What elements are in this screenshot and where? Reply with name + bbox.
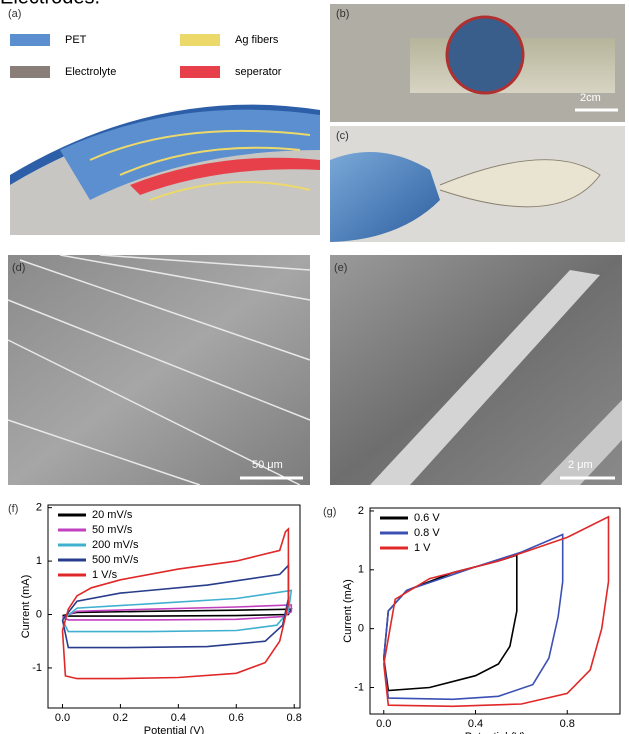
figure: Electrodes. (a) PET Ag fibers Electrolyt… (0, 0, 629, 734)
legend-text: 50 mV/s (92, 524, 133, 536)
legend-text: seperator (235, 66, 282, 78)
legend-swatch (180, 66, 220, 78)
y-axis-label: Current (mA) (342, 579, 354, 643)
legend-text: 0.8 V (414, 527, 440, 539)
x-tick-label: 0.4 (171, 712, 186, 724)
panel-label: (a) (8, 8, 21, 20)
legend-text: Electrolyte (65, 66, 116, 78)
y-tick-label: 2 (358, 505, 364, 517)
y-tick-label: 0 (358, 623, 364, 635)
panel-label: (e) (334, 262, 347, 274)
scale-text: 2cm (580, 92, 601, 104)
panel-label: (f) (8, 503, 18, 515)
legend-text: 1 V (414, 542, 431, 554)
plot-frame (370, 508, 620, 714)
x-tick-label: 0.0 (55, 712, 70, 724)
x-tick-label: 0.4 (468, 718, 483, 730)
y-tick-label: 1 (358, 564, 364, 576)
panel-label: (g) (323, 506, 336, 518)
figure-canvas: Electrodes. (a) PET Ag fibers Electrolyt… (0, 0, 629, 734)
legend-text: 1 V/s (92, 569, 118, 581)
x-tick-label: 0.0 (376, 718, 391, 730)
y-tick-label: -1 (354, 681, 364, 693)
sem-image (8, 255, 310, 485)
legend-swatch (10, 34, 50, 46)
cv-curve (384, 535, 563, 700)
x-tick-label: 0.2 (113, 712, 128, 724)
x-tick-label: 0.8 (560, 718, 575, 730)
panel-label: (b) (336, 8, 349, 20)
y-tick-label: -1 (32, 662, 42, 674)
legend-swatch (180, 34, 220, 46)
y-tick-label: 0 (36, 608, 42, 620)
x-axis-label: Potential (V) (144, 725, 205, 734)
legend-text: PET (65, 34, 87, 46)
scale-text: 2 μm (568, 459, 593, 471)
x-tick-label: 0.6 (229, 712, 244, 724)
panel-label: (c) (336, 130, 349, 142)
legend-text: Ag fibers (235, 34, 279, 46)
legend-text: 500 mV/s (92, 554, 139, 566)
legend-text: 0.6 V (414, 512, 440, 524)
legend-swatch (10, 66, 50, 78)
legend-text: 200 mV/s (92, 539, 139, 551)
y-axis-label: Current (mA) (20, 575, 32, 639)
x-tick-label: 0.8 (287, 712, 302, 724)
cv-curve (63, 529, 289, 679)
logo (447, 17, 523, 93)
legend-text: 20 mV/s (92, 509, 133, 521)
scale-text: 50 μm (252, 459, 283, 471)
y-tick-label: 2 (36, 502, 42, 514)
panel-label: (d) (12, 262, 25, 274)
y-tick-label: 1 (36, 555, 42, 567)
